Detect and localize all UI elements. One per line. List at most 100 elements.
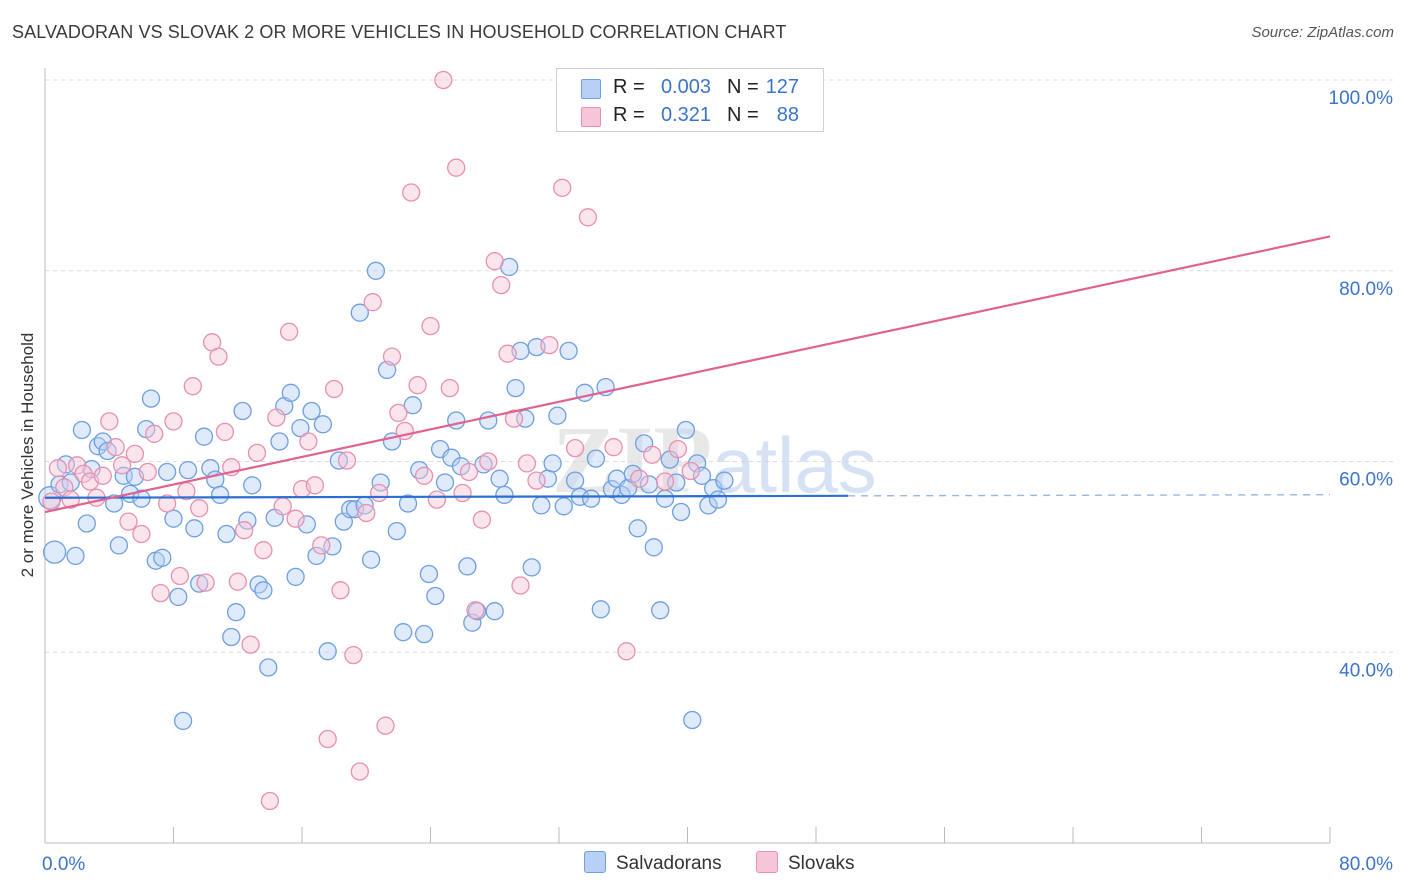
slovak-point (540, 335, 559, 355)
salvadoran-point (345, 500, 365, 519)
salvadoran-point (249, 575, 268, 594)
slovak-point (100, 412, 119, 431)
salvadoran-point (132, 489, 151, 508)
slovak-point (254, 541, 273, 560)
salvadoran-point (565, 471, 585, 490)
slovak-point (190, 499, 209, 518)
watermark-atlas: atlas (712, 421, 877, 509)
n-label: N = (727, 104, 759, 126)
salvadoran-point (173, 711, 193, 731)
salvadoran-point (479, 411, 498, 430)
salvadoran-point (66, 546, 85, 566)
salvadoran-point (77, 514, 96, 533)
salvadoran-point (543, 454, 562, 473)
slovak-point (414, 466, 434, 485)
correlation-legend: R = 0.003 N = 127 R = 0.321 N = 88 (556, 68, 824, 132)
slovak-point (125, 444, 145, 464)
slovak-point (389, 403, 408, 423)
salvadoran-point (270, 432, 289, 451)
series-salvadorans (38, 257, 734, 731)
slovak-point (106, 438, 125, 457)
slovak-point (241, 635, 260, 654)
salvadoran-point (554, 497, 573, 516)
salvadoran-point (692, 466, 712, 485)
trend-lines (44, 235, 1331, 514)
n-value: 127 (765, 76, 799, 98)
salvadoran-point (548, 406, 567, 425)
salvadoran-point (575, 383, 594, 402)
slovak-point (363, 293, 382, 312)
slovak-point (472, 510, 492, 529)
slovak-point (61, 490, 80, 509)
legend-row-slovaks: R = 0.321 N = 88 (557, 101, 823, 129)
salvadoran-point (495, 485, 514, 505)
salvadoran-point (410, 460, 429, 480)
r-label: R = (613, 76, 645, 98)
legend-item-slovaks[interactable]: Slovaks (756, 851, 855, 875)
slovak-point (565, 438, 585, 458)
salvadoran-point (238, 511, 257, 530)
salvadoran-point (414, 624, 434, 644)
salvadoran-point (185, 519, 204, 538)
salvadoran-point (591, 600, 610, 619)
legend-item-salvadorans[interactable]: Salvadorans (584, 851, 722, 875)
salvadoran-point (313, 415, 333, 434)
salvadoran-point (291, 418, 310, 438)
salvadoran-point (398, 494, 418, 513)
salvadoran-point (210, 485, 230, 505)
slovak-point (344, 645, 363, 665)
salvadorans-swatch-icon (581, 79, 601, 99)
salvadoran-point (671, 502, 691, 522)
grid-lines (45, 79, 1395, 653)
salvadoran-point (532, 496, 551, 515)
salvadoran-point (522, 558, 541, 577)
salvadoran-point (217, 524, 236, 544)
slovak-point (382, 347, 402, 366)
slovak-point (215, 422, 235, 442)
series-slovaks (42, 70, 700, 811)
slovak-point (434, 70, 453, 90)
slovak-point (357, 503, 376, 523)
salvadoran-point (281, 383, 300, 402)
salvadoran-point (586, 449, 606, 468)
salvadoran-point (190, 574, 209, 593)
salvadoran-point (394, 623, 413, 642)
salvadoran-point (651, 601, 670, 620)
slovak-point (668, 439, 688, 459)
tick-labels: 100.0% 80.0% 60.0% 40.0% 0.0% 80.0% (42, 88, 1393, 875)
legend-label: Salvadorans (616, 853, 722, 874)
r-label: R = (613, 104, 645, 126)
slovak-point (504, 409, 524, 428)
salvadoran-point (403, 396, 422, 415)
slovak-point (485, 252, 504, 271)
salvadoran-point (243, 476, 262, 495)
slovak-point (331, 581, 350, 600)
salvadoran-point (157, 462, 177, 482)
slovak-point (170, 566, 190, 586)
y-tick-label: 60.0% (1339, 470, 1393, 491)
slovak-point (517, 454, 537, 473)
salvadoran-point (254, 581, 273, 600)
salvadoran-point (485, 602, 504, 621)
salvadoran-point (286, 567, 305, 587)
salvadoran-point (72, 420, 92, 440)
slovak-point (196, 573, 215, 592)
slovak-point (42, 492, 61, 511)
n-value: 88 (776, 104, 799, 126)
salvadoran-point (426, 586, 445, 606)
salvadoran-point (490, 469, 509, 488)
salvadoran-point (435, 473, 455, 492)
slovak-point (209, 347, 228, 366)
salvadoran-point (628, 519, 647, 538)
salvadoran-point (259, 658, 278, 677)
slovak-point (151, 583, 170, 603)
slovak-point (402, 183, 421, 202)
x-tick-label: 80.0% (1339, 854, 1393, 875)
legend-label: Slovaks (788, 853, 855, 874)
slovak-point (260, 791, 280, 811)
slovak-point (337, 451, 357, 470)
slovak-point (138, 462, 157, 482)
slovak-point (511, 576, 530, 595)
salvadoran-trend-line (44, 494, 849, 499)
salvadoran-point (708, 490, 728, 509)
